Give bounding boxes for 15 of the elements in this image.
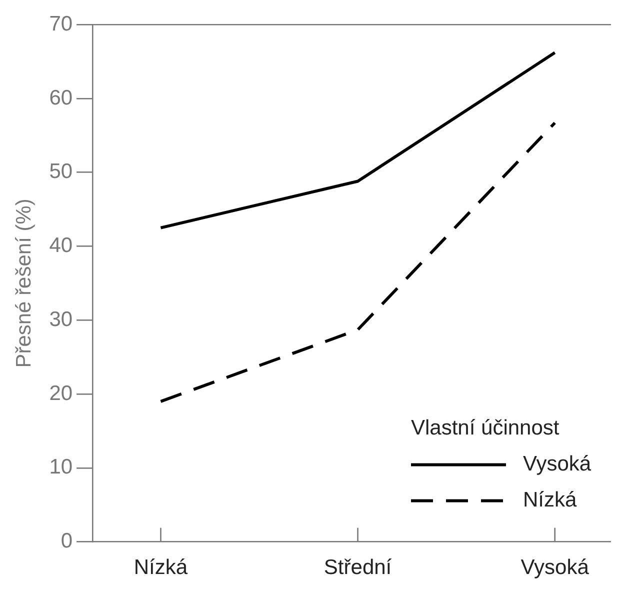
x-tick-label: Střední (324, 556, 392, 580)
y-tick-label: 20 (49, 382, 73, 405)
legend-label: Nízká (523, 488, 577, 512)
y-tick-label: 30 (49, 308, 73, 331)
legend-title: Vlastní účinnost (411, 416, 560, 440)
y-tick-label: 60 (49, 86, 73, 110)
y-tick-label: 70 (49, 12, 73, 36)
y-tick-label: 0 (60, 530, 73, 553)
legend-label: Vysoká (523, 452, 592, 476)
x-tick-label: Vysoká (520, 556, 590, 580)
x-tick-label: Nízká (134, 556, 188, 580)
y-tick-label: 10 (49, 456, 73, 479)
y-tick-label: 50 (49, 160, 73, 184)
y-tick-label: 40 (49, 234, 73, 258)
y-axis-title: Přesné řešení (%) (12, 198, 36, 368)
